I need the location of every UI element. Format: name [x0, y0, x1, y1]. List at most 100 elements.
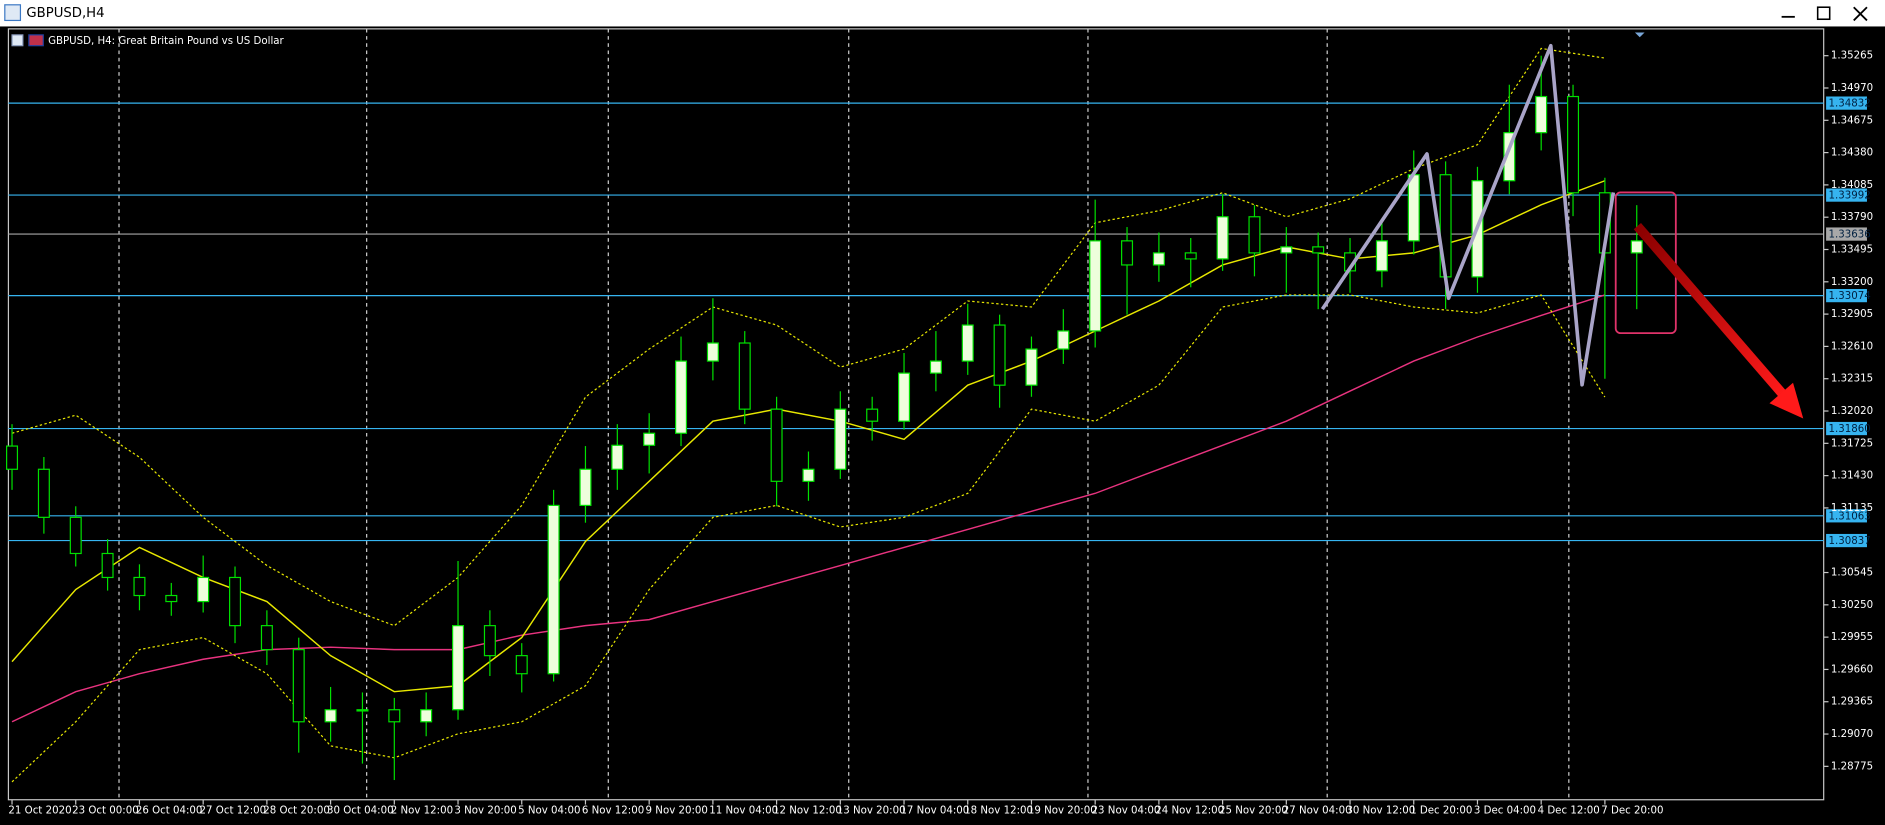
maximize-button[interactable]: [1816, 6, 1831, 21]
candle-body: [1121, 240, 1134, 266]
x-tick-label: 9 Nov 20:00: [646, 806, 708, 817]
y-tick-label: 1.34970: [1831, 83, 1873, 94]
shift-marker: [1634, 32, 1645, 38]
candle-body: [1152, 252, 1165, 266]
level-label-bg: [1826, 509, 1867, 523]
x-tick-label: 1 Dec 20:00: [1410, 806, 1472, 817]
candle-body: [37, 468, 50, 518]
level-label-bg: [1826, 288, 1867, 303]
highlight-box[interactable]: [1614, 191, 1677, 335]
x-tick-label: 23 Nov 04:00: [1092, 806, 1161, 817]
x-tick-label: 5 Nov 04:00: [518, 806, 580, 817]
y-tick-label: 1.35265: [1831, 51, 1873, 62]
x-tick-label: 12 Nov 12:00: [773, 806, 842, 817]
candle-body: [197, 576, 210, 603]
level-label-bg: [1826, 421, 1867, 436]
candle-body: [1312, 246, 1325, 254]
y-tick-label: 1.31725: [1831, 438, 1873, 449]
candle-body: [706, 342, 719, 362]
window-title: GBPUSD,H4: [26, 6, 104, 21]
candle-body: [961, 324, 974, 362]
indicator-line: [11, 47, 1605, 627]
x-tick-label: 3 Dec 04:00: [1474, 806, 1536, 817]
candle-body: [452, 625, 465, 711]
x-tick-label: 30 Nov 12:00: [1346, 806, 1415, 817]
x-tick-label: 27 Nov 04:00: [1283, 806, 1352, 817]
candle-body: [356, 709, 369, 712]
x-tick-label: 25 Nov 20:00: [1219, 806, 1288, 817]
candle-body: [229, 576, 242, 627]
y-tick-label: 1.33790: [1831, 212, 1873, 223]
x-tick-label: 6 Nov 12:00: [582, 806, 644, 817]
level-label-bg: [1826, 188, 1867, 202]
x-tick-label: 21 Oct 2020: [8, 806, 71, 817]
y-tick-label: 1.33495: [1831, 245, 1873, 256]
candle-body: [515, 655, 528, 675]
y-tick-label: 1.33200: [1831, 277, 1873, 288]
y-tick-label: 1.29955: [1831, 632, 1873, 643]
candle-body: [1630, 240, 1643, 254]
candle-body: [388, 709, 401, 723]
x-tick-label: 7 Dec 20:00: [1601, 806, 1663, 817]
candle-body: [1280, 246, 1293, 254]
x-tick-label: 17 Nov 04:00: [900, 806, 969, 817]
zigzag-drawing[interactable]: [1320, 43, 1616, 387]
level-label: 1.33636: [1828, 230, 1870, 241]
candle-body: [1567, 95, 1580, 194]
x-tick-label: 26 Oct 04:00: [136, 806, 203, 817]
level-label: 1.30837: [1828, 536, 1870, 547]
candle-body: [1025, 348, 1038, 386]
arrow-shaft[interactable]: [1633, 222, 1788, 399]
y-tick-label: 1.34675: [1831, 115, 1873, 126]
plot-frame: [7, 28, 1825, 801]
candle-body: [866, 408, 879, 422]
y-tick-label: 1.32020: [1831, 406, 1873, 417]
indicator-line: [11, 294, 1606, 783]
x-tick-label: 11 Nov 04:00: [709, 806, 778, 817]
y-tick-label: 1.34380: [1831, 148, 1873, 159]
axes: 1.35265 1.34970 1.34675 1.34380 1.34085 1.337…: [8, 51, 1873, 817]
candle-body: [1057, 330, 1070, 350]
x-tick-label: 4 Dec 12:00: [1538, 806, 1600, 817]
candle-body: [547, 504, 560, 675]
x-tick-label: 28 Oct 20:00: [263, 806, 330, 817]
candle-body: [1248, 216, 1261, 254]
candle-body: [483, 625, 496, 657]
indicators: [11, 47, 1606, 783]
flag-icon: [28, 34, 44, 47]
y-tick-label: 1.32610: [1831, 341, 1873, 352]
candle-body: [929, 360, 942, 374]
candle-body: [675, 360, 688, 434]
candle-body: [260, 625, 273, 651]
level-label-bg: [1826, 96, 1867, 110]
chart-label: GBPUSD, H4: Great Britain Pound vs US Do…: [48, 36, 284, 47]
candle-body: [1216, 216, 1229, 260]
candle-body: [770, 408, 783, 482]
x-tick-label: 2 Nov 12:00: [391, 806, 453, 817]
y-tick-label: 1.34085: [1831, 180, 1873, 191]
candle-body: [69, 516, 82, 555]
level-label: 1.31063: [1828, 511, 1870, 522]
arrow-head[interactable]: [1769, 382, 1804, 419]
level-label: 1.33992: [1828, 191, 1870, 202]
y-tick-label: 1.30250: [1831, 600, 1873, 611]
candle-body: [101, 552, 114, 579]
candle-body: [738, 342, 751, 410]
candle-body: [1184, 252, 1197, 260]
candle-body: [993, 324, 1006, 386]
candle-body: [1375, 240, 1388, 272]
candle-body: [1407, 174, 1420, 242]
candle-body: [898, 372, 911, 422]
x-tick-label: 24 Nov 12:00: [1155, 806, 1224, 817]
candle-body: [292, 649, 305, 723]
title-bar: [0, 0, 1885, 27]
close-button[interactable]: [1853, 6, 1868, 22]
y-tick-label: 1.31430: [1831, 471, 1873, 482]
y-tick-label: 1.30545: [1831, 568, 1873, 579]
level-label: 1.33074: [1828, 291, 1870, 302]
candle-body: [802, 468, 815, 482]
x-tick-label: 3 Nov 20:00: [454, 806, 516, 817]
